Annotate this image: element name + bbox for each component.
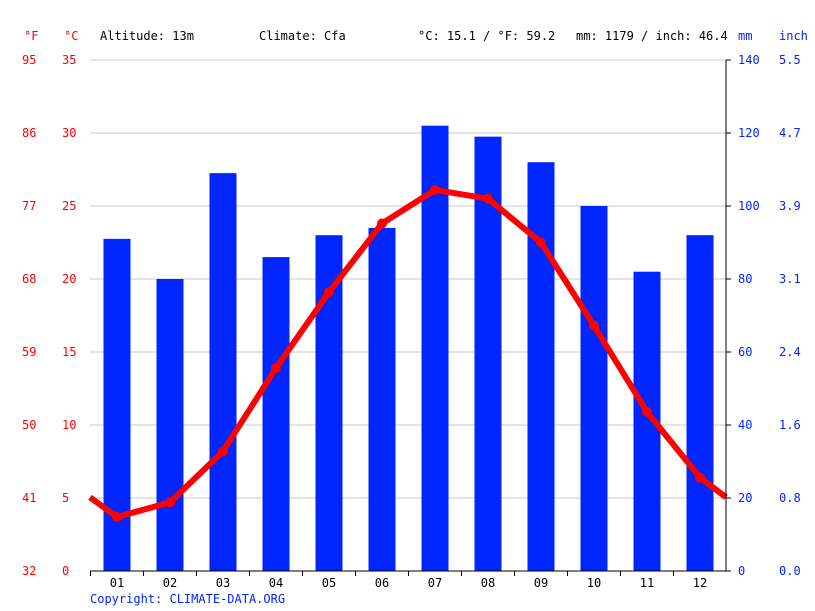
temperature-point xyxy=(112,511,122,522)
inch-tick-label: 4.7 xyxy=(779,126,801,140)
f-tick-label: 59 xyxy=(22,345,36,359)
month-tick-label: 01 xyxy=(110,576,124,590)
precip-bar xyxy=(209,173,237,571)
month-tick-label: 05 xyxy=(322,576,336,590)
f-tick-label: 77 xyxy=(22,199,36,213)
f-tick-label: 68 xyxy=(22,272,36,286)
mm-tick-label: 80 xyxy=(738,272,752,286)
inch-tick-label: 2.4 xyxy=(779,345,801,359)
mm-tick-label: 20 xyxy=(738,491,752,505)
precip-bar xyxy=(262,257,290,571)
c-tick-label: 0 xyxy=(62,564,69,578)
mm-tick-label: 0 xyxy=(738,564,745,578)
c-tick-label: 15 xyxy=(62,345,76,359)
mm-tick-label: 100 xyxy=(738,199,760,213)
month-tick-label: 02 xyxy=(163,576,177,590)
mm-unit-label: mm xyxy=(738,29,752,43)
month-tick-label: 10 xyxy=(587,576,601,590)
c-tick-label: 10 xyxy=(62,418,76,432)
temperature-point xyxy=(642,406,652,417)
precip-bar xyxy=(686,235,714,571)
temperature-point xyxy=(483,193,493,204)
precip-bar xyxy=(421,125,449,571)
f-unit-label: °F xyxy=(24,29,38,43)
month-tick-label: 03 xyxy=(216,576,230,590)
f-tick-label: 95 xyxy=(22,53,36,67)
month-tick-label: 12 xyxy=(693,576,707,590)
c-unit-label: °C xyxy=(64,29,78,43)
precip-bar xyxy=(315,235,343,571)
precip-label: mm: 1179 / inch: 46.4 xyxy=(576,29,728,43)
mm-tick-label: 60 xyxy=(738,345,752,359)
avg-temp-label: °C: 15.1 / °F: 59.2 xyxy=(418,29,555,43)
precip-bar xyxy=(580,206,608,571)
c-tick-label: 30 xyxy=(62,126,76,140)
month-tick-label: 08 xyxy=(481,576,495,590)
precip-bar xyxy=(527,162,555,571)
mm-tick-label: 140 xyxy=(738,53,760,67)
f-tick-label: 32 xyxy=(22,564,36,578)
climate-label: Climate: Cfa xyxy=(259,29,346,43)
temperature-point xyxy=(695,472,705,483)
temperature-point xyxy=(165,497,175,508)
inch-tick-label: 0.8 xyxy=(779,491,801,505)
month-tick-label: 06 xyxy=(375,576,389,590)
month-tick-label: 07 xyxy=(428,576,442,590)
c-tick-label: 35 xyxy=(62,53,76,67)
month-tick-label: 09 xyxy=(534,576,548,590)
inch-tick-label: 3.1 xyxy=(779,272,801,286)
temperature-point xyxy=(377,218,387,229)
month-tick-label: 11 xyxy=(640,576,654,590)
temperature-point xyxy=(324,287,334,298)
mm-tick-label: 40 xyxy=(738,418,752,432)
temperature-point xyxy=(430,184,440,195)
temperature-point xyxy=(218,446,228,457)
c-tick-label: 5 xyxy=(62,491,69,505)
f-tick-label: 86 xyxy=(22,126,36,140)
c-tick-label: 20 xyxy=(62,272,76,286)
altitude-label: Altitude: 13m xyxy=(100,29,194,43)
inch-unit-label: inch xyxy=(779,29,808,43)
precip-bar xyxy=(156,279,184,571)
temperature-point xyxy=(589,320,599,331)
mm-tick-label: 120 xyxy=(738,126,760,140)
temperature-point xyxy=(536,237,546,248)
precip-bar xyxy=(368,227,396,571)
month-tick-label: 04 xyxy=(269,576,283,590)
f-tick-label: 41 xyxy=(22,491,36,505)
temperature-line xyxy=(88,186,728,520)
inch-tick-label: 1.6 xyxy=(779,418,801,432)
temperature-point xyxy=(271,363,281,374)
inch-tick-label: 5.5 xyxy=(779,53,801,67)
c-tick-label: 25 xyxy=(62,199,76,213)
inch-tick-label: 3.9 xyxy=(779,199,801,213)
f-tick-label: 50 xyxy=(22,418,36,432)
copyright[interactable]: Copyright: CLIMATE-DATA.ORG xyxy=(90,592,285,606)
inch-tick-label: 0.0 xyxy=(779,564,801,578)
